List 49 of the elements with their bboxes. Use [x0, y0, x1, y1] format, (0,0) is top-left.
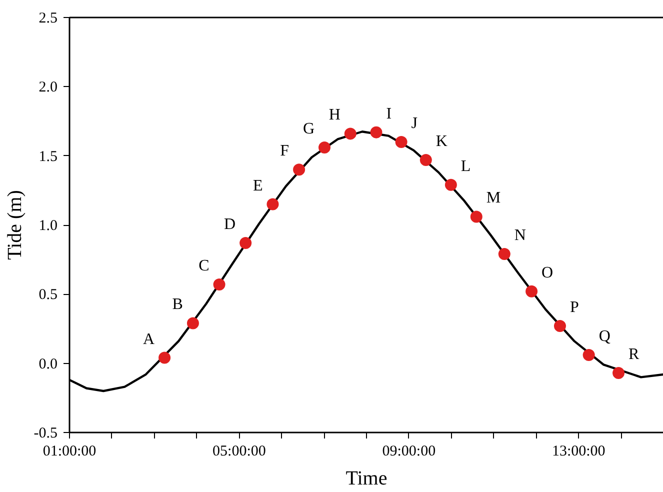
- annotation: F: [280, 142, 290, 160]
- point: [582, 349, 595, 362]
- point: [266, 198, 279, 210]
- annotation: B: [172, 296, 183, 314]
- annotation: Q: [598, 328, 611, 346]
- point: [344, 128, 356, 140]
- annotation: J: [411, 115, 418, 132]
- annotation: P: [570, 298, 579, 316]
- point: [370, 126, 382, 138]
- point: [240, 236, 252, 249]
- annotation: A: [142, 330, 155, 348]
- y-tick-label: 0.0: [38, 356, 58, 372]
- x-tick-label: 13:00:00: [552, 444, 606, 460]
- annotation: E: [252, 177, 263, 194]
- y-tick-label: 0.5: [38, 287, 58, 304]
- annotation: N: [514, 227, 526, 244]
- annotation: C: [198, 257, 210, 274]
- point: [420, 154, 432, 166]
- point: [213, 278, 226, 290]
- point: [186, 317, 199, 330]
- x-tick-label: 01:00:00: [42, 444, 96, 460]
- y-axis-title: Tide (m): [4, 190, 26, 260]
- annotation: M: [486, 190, 501, 207]
- point: [395, 136, 408, 148]
- point: [318, 142, 330, 154]
- y-tick-label: 1.5: [38, 148, 58, 165]
- y-tick-label: 2.0: [38, 80, 58, 96]
- y-tick-label: -0.5: [34, 426, 58, 442]
- annotation: R: [628, 346, 640, 364]
- y-tick-label: 2.5: [38, 10, 58, 26]
- point: [293, 164, 306, 176]
- x-tick-label: 05:00:00: [212, 444, 266, 460]
- x-axis-title: Time: [346, 468, 388, 490]
- point: [470, 210, 482, 223]
- annotation: I: [386, 105, 392, 122]
- annotation: L: [460, 158, 471, 175]
- x-tick-label: 09:00:00: [382, 444, 436, 460]
- annotation: H: [328, 106, 341, 124]
- point: [612, 367, 625, 380]
- point: [444, 178, 457, 191]
- annotation: G: [302, 120, 315, 138]
- y-tick-label: 1.0: [38, 218, 58, 234]
- point: [158, 352, 171, 364]
- point: [498, 248, 510, 260]
- annotation: K: [436, 132, 448, 150]
- annotation: O: [542, 264, 554, 282]
- point: [554, 320, 566, 332]
- annotation: D: [224, 216, 236, 233]
- point: [526, 285, 538, 298]
